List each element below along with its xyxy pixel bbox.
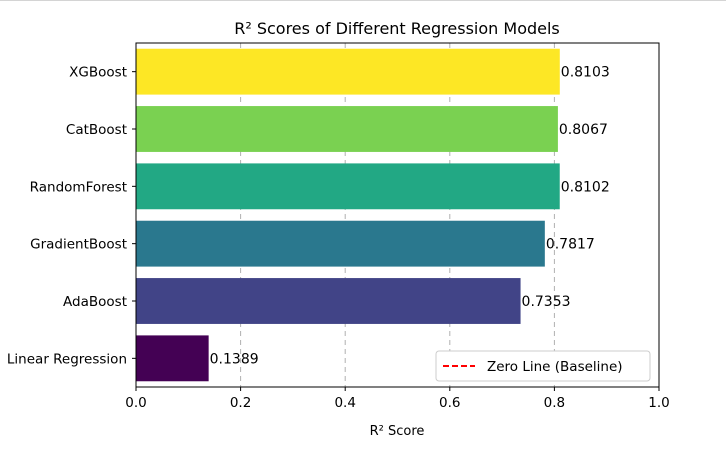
value-labels: 0.8103 0.8067 0.8102 0.7817 0.7353 0.1389 <box>210 65 610 368</box>
chart-title: R² Scores of Different Regression Models <box>234 19 560 38</box>
x-tick-label: 0.4 <box>334 395 355 411</box>
bar-value-label: 0.7817 <box>546 237 595 253</box>
x-axis-label: R² Score <box>370 424 425 439</box>
bars <box>136 48 560 382</box>
window-top-border <box>0 0 726 1</box>
x-gridlines <box>240 43 555 387</box>
x-tick-label: 0.0 <box>125 395 146 411</box>
bar <box>136 335 209 382</box>
bar <box>136 163 560 210</box>
y-tick-label: CatBoost <box>66 122 127 138</box>
y-axis-ticks: XGBoost CatBoost RandomForest GradientBoost… <box>7 65 136 367</box>
y-tick-label: Linear Regression <box>7 351 127 367</box>
x-tick-label: 0.6 <box>439 395 460 411</box>
bar-value-label: 0.1389 <box>210 351 259 367</box>
bar-value-label: 0.7353 <box>522 294 571 310</box>
bar <box>136 220 545 267</box>
y-tick-label: GradientBoost <box>30 237 127 253</box>
bar-value-label: 0.8103 <box>561 65 610 81</box>
bar <box>136 106 558 152</box>
x-tick-label: 0.8 <box>544 395 565 411</box>
bar-value-label: 0.8067 <box>559 122 608 138</box>
x-tick-label: 1.0 <box>648 395 669 411</box>
y-tick-label: XGBoost <box>69 65 127 81</box>
bar-value-label: 0.8102 <box>561 179 610 195</box>
legend: Zero Line (Baseline) <box>435 350 651 382</box>
x-axis-ticks: 0.0 0.2 0.4 0.6 0.8 1.0 <box>125 387 670 411</box>
y-tick-label: RandomForest <box>30 179 127 195</box>
bar <box>136 278 521 324</box>
plot-area-frame <box>135 42 660 388</box>
legend-box <box>435 350 651 382</box>
x-tick-label: 0.2 <box>230 395 251 411</box>
bar <box>136 48 560 95</box>
y-tick-label: AdaBoost <box>63 294 127 310</box>
legend-label-baseline: Zero Line (Baseline) <box>487 359 623 375</box>
